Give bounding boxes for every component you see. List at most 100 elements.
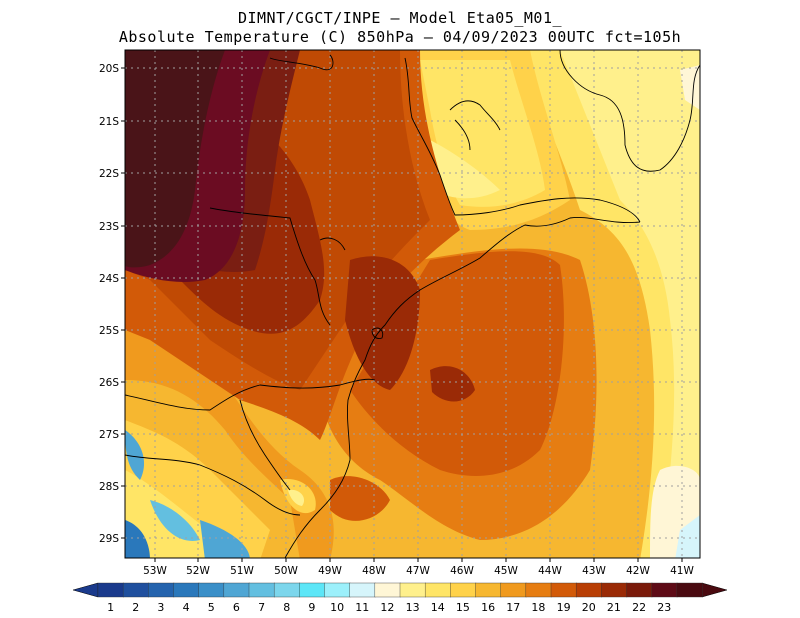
lat-label: 23S xyxy=(99,221,119,233)
field-ocean-18b xyxy=(330,476,390,521)
colorbar-label: 7 xyxy=(258,601,265,614)
colorbar-swatch xyxy=(223,582,250,598)
plot-frame xyxy=(124,49,701,559)
lat-label: 26S xyxy=(99,377,119,389)
lon-label: 49W xyxy=(318,565,342,577)
border-paraguay xyxy=(239,399,291,491)
lon-label: 45W xyxy=(494,565,518,577)
lat-label: 21S xyxy=(99,116,119,128)
colorbar-label: 1 xyxy=(107,601,114,614)
colorbar-label: 17 xyxy=(506,601,520,614)
lon-label: 53W xyxy=(143,565,167,577)
temperature-field xyxy=(125,50,700,558)
border-ms xyxy=(269,54,334,71)
title-line-2: Absolute Temperature (C) 850hPa – 04/09/… xyxy=(118,28,682,46)
colorbar-label: 6 xyxy=(233,601,240,614)
lon-label: 50W xyxy=(274,565,298,577)
lon-labels: 53W 52W 51W 50W 49W 48W 47W 46W 45W 44W … xyxy=(143,565,694,577)
colorbar-label: 20 xyxy=(582,601,596,614)
colorbar-swatch xyxy=(198,582,225,598)
colorbar-swatch xyxy=(525,582,552,598)
colorbar-label: 9 xyxy=(308,601,315,614)
colorbar-label: 12 xyxy=(380,601,394,614)
field-cold-3 xyxy=(125,520,150,558)
lat-label: 22S xyxy=(99,168,119,180)
colorbar-label: 18 xyxy=(531,601,545,614)
colorbar-swatch xyxy=(626,582,653,598)
colorbar-swatch xyxy=(550,582,577,598)
colorbar-swatch xyxy=(575,582,603,598)
field-land-23 xyxy=(125,50,225,268)
colorbar-swatch xyxy=(424,582,452,598)
colorbar-swatch xyxy=(500,582,527,598)
colorbar-label: 14 xyxy=(431,601,445,614)
colorbar-label: 19 xyxy=(557,601,571,614)
field-east-12 xyxy=(560,50,700,558)
colorbar-label: 3 xyxy=(157,601,164,614)
lon-label: 51W xyxy=(230,565,254,577)
colorbar-swatch xyxy=(349,582,376,598)
colorbar-label: 15 xyxy=(456,601,470,614)
colorbar-arrow-right xyxy=(701,582,728,598)
field-cold-2 xyxy=(150,500,200,541)
field-ocean-20 xyxy=(430,366,475,402)
colorbar-label: 5 xyxy=(208,601,215,614)
lat-label: 25S xyxy=(99,325,119,337)
colorbar-swatch xyxy=(374,582,401,598)
border-mg-rj xyxy=(559,50,700,172)
colorbar-swatch xyxy=(173,582,200,598)
colorbar-label: 10 xyxy=(330,601,344,614)
field-yellow-blob2 xyxy=(288,489,305,506)
colorbar-swatch xyxy=(122,582,150,598)
lat-label: 27S xyxy=(99,429,119,441)
lon-label: 44W xyxy=(538,565,562,577)
field-east-10 xyxy=(675,515,700,558)
lon-label: 52W xyxy=(186,565,210,577)
colorbar-swatch xyxy=(450,582,477,598)
colorbar-label: 2 xyxy=(132,601,139,614)
colorbar-label: 21 xyxy=(607,601,621,614)
coastline xyxy=(284,216,641,558)
colorbar-label: 4 xyxy=(183,601,190,614)
title-line-1: DIMNT/CGCT/INPE – Model Eta05_M01_ xyxy=(237,9,563,27)
border-ms-pr xyxy=(209,207,331,326)
colorbar-label: 16 xyxy=(481,601,495,614)
colorbar-swatch xyxy=(399,582,426,598)
island xyxy=(371,327,384,339)
political-borders xyxy=(125,50,700,558)
colorbar-label: 8 xyxy=(283,601,290,614)
rivers-lake xyxy=(319,100,501,251)
colorbar-swatch xyxy=(248,582,275,598)
field-land-20b xyxy=(345,256,420,390)
lon-label: 41W xyxy=(670,565,694,577)
lon-label: 47W xyxy=(406,565,430,577)
colorbar-label: 23 xyxy=(657,601,671,614)
lat-label: 24S xyxy=(99,273,119,285)
colorbar-swatch xyxy=(676,582,703,598)
colorbar-swatch xyxy=(601,582,628,598)
field-cold-4 xyxy=(200,520,250,558)
colorbar-swatch xyxy=(324,582,351,598)
lon-label: 43W xyxy=(582,565,606,577)
lat-labels: 20S 21S 22S 23S 24S 25S 26S 27S 28S 29S xyxy=(99,63,119,545)
lon-label: 46W xyxy=(450,565,474,577)
colorbar-label: 22 xyxy=(632,601,646,614)
colorbar-swatch xyxy=(299,582,326,598)
colorbar: 1 2 3 4 5 6 7 8 9 10 11 12 13 14 15 16 17 18 19 20 21 22 23 xyxy=(72,582,728,614)
lat-label: 28S xyxy=(99,481,119,493)
colorbar-swatch xyxy=(148,582,175,598)
lat-label: 20S xyxy=(99,63,119,75)
colorbar-label: 11 xyxy=(355,601,369,614)
border-pr-sc xyxy=(125,378,376,411)
border-sp-mg xyxy=(404,57,641,223)
colorbar-label: 13 xyxy=(406,601,420,614)
colorbar-swatch xyxy=(97,582,124,598)
colorbar-arrow-left xyxy=(72,582,99,598)
lat-lon-grid xyxy=(125,50,700,558)
lon-label: 48W xyxy=(362,565,386,577)
colorbar-swatch xyxy=(651,582,678,598)
colorbar-swatch xyxy=(475,582,502,598)
field-cold-1 xyxy=(125,430,145,480)
field-sp-12 xyxy=(430,140,500,199)
